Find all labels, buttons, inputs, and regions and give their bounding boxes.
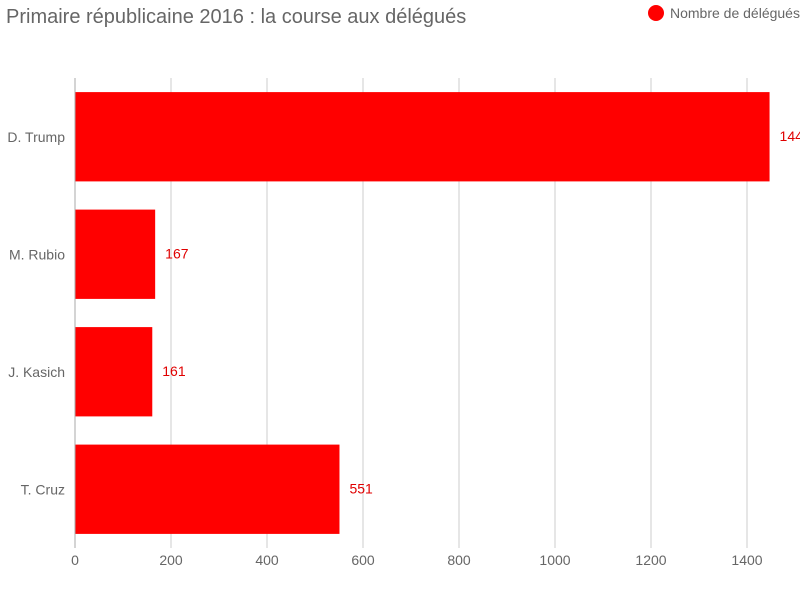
- chart-title: Primaire républicaine 2016 : la course a…: [6, 6, 467, 28]
- y-category-label: M. Rubio: [9, 246, 65, 262]
- x-tick-label: 0: [71, 552, 79, 568]
- x-tick-label: 400: [255, 552, 279, 568]
- x-tick-label: 600: [351, 552, 375, 568]
- bars: [75, 92, 770, 534]
- bar[interactable]: [75, 92, 770, 182]
- bar-value-label: 167: [165, 245, 189, 261]
- y-category-label: D. Trump: [7, 129, 65, 145]
- x-tick-label: 1400: [731, 552, 762, 568]
- legend-swatch-icon: [648, 5, 664, 21]
- bar-value-label: 161: [162, 363, 186, 379]
- x-tick-label: 1200: [635, 552, 666, 568]
- bar[interactable]: [75, 327, 153, 417]
- labels: 0 200 400 600 800 1000 1200 1400 D. Trump 1447 M. …: [7, 128, 800, 568]
- x-tick-label: 1000: [539, 552, 570, 568]
- bar[interactable]: [75, 209, 156, 299]
- x-tick-label: 200: [159, 552, 183, 568]
- bar-value-label: 1447: [780, 128, 800, 144]
- bar-value-label: 551: [349, 480, 373, 496]
- legend-label: Nombre de délégués: [670, 5, 800, 21]
- legend[interactable]: Nombre de délégués: [648, 5, 800, 21]
- y-category-label: J. Kasich: [8, 364, 65, 380]
- x-tick-label: 800: [447, 552, 471, 568]
- bar[interactable]: [75, 444, 340, 534]
- y-category-label: T. Cruz: [21, 481, 65, 497]
